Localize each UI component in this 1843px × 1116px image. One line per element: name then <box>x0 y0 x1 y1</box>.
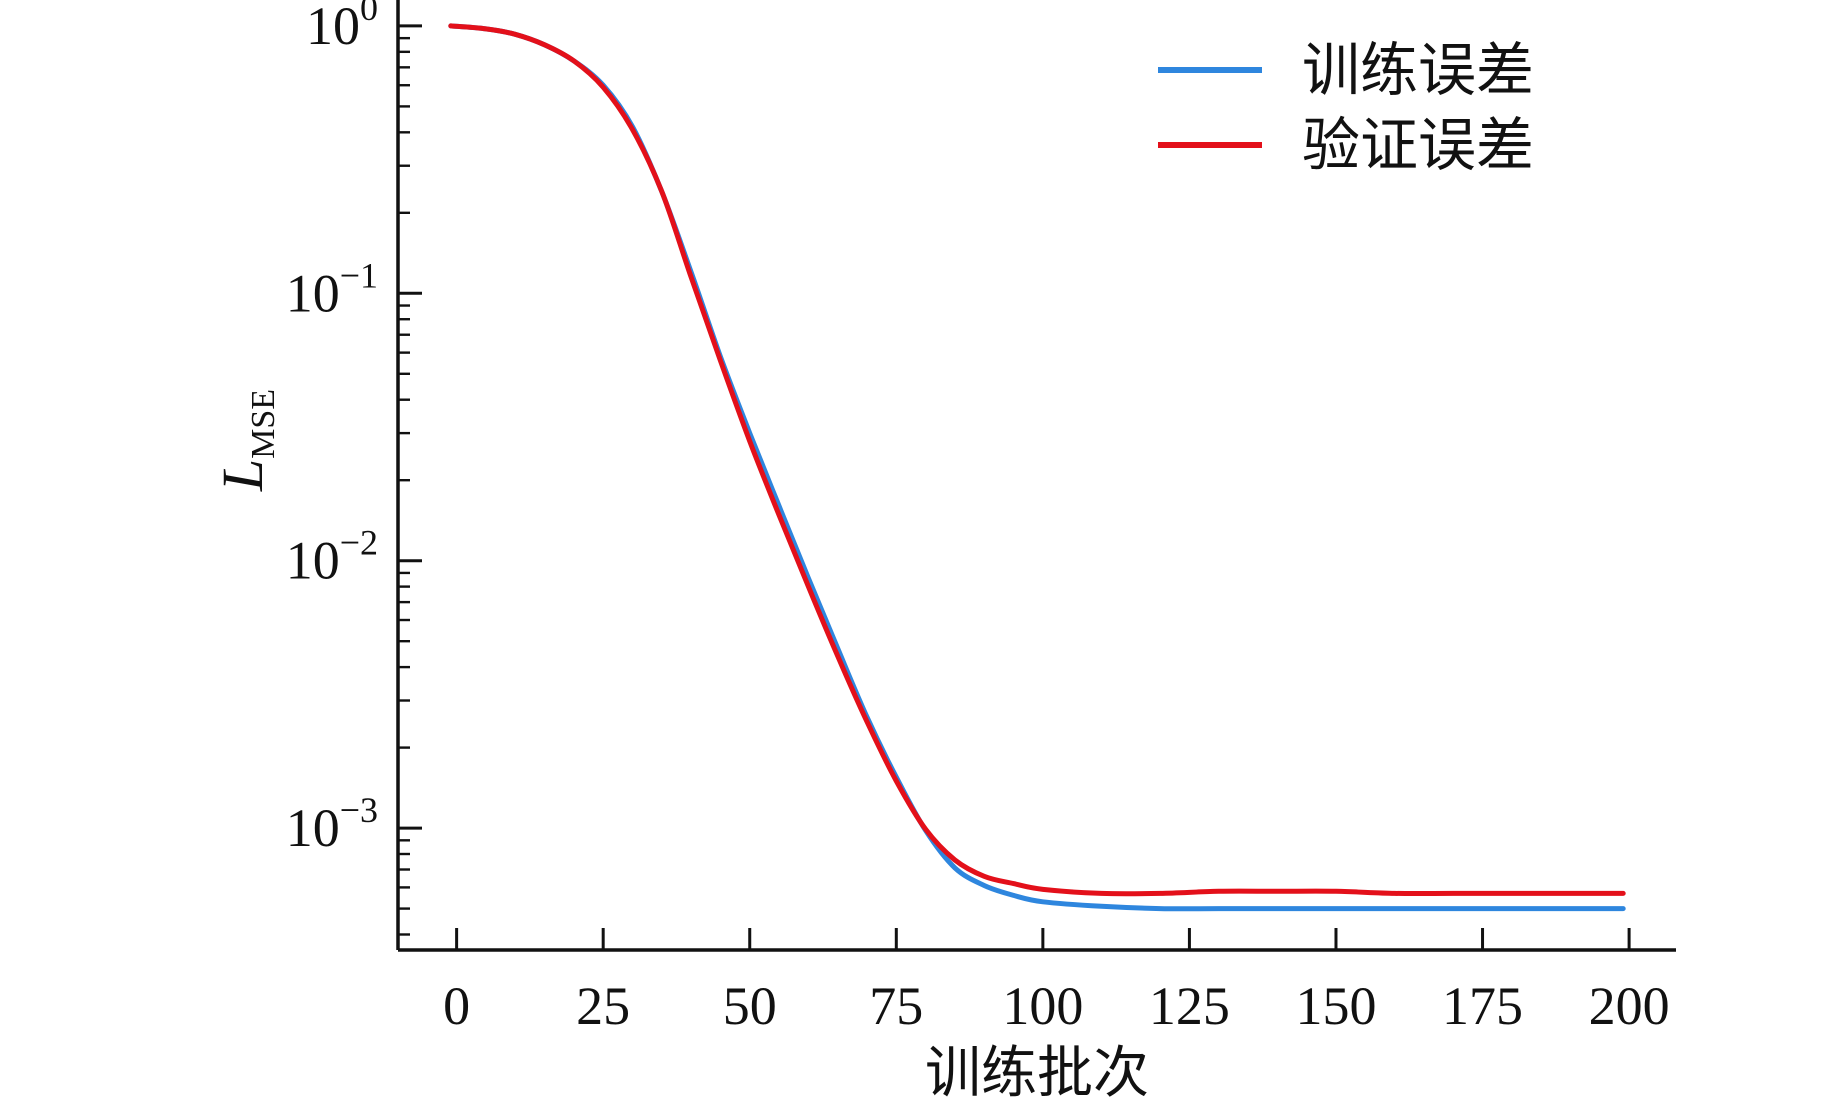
axis-labels: 训练批次 LMSE <box>210 389 1149 1105</box>
x-tick-label: 50 <box>723 976 777 1036</box>
y-tick-label: 100 <box>306 0 378 56</box>
y-axis-title: LMSE <box>210 389 282 492</box>
x-tick-label: 150 <box>1295 976 1376 1036</box>
y-tick-label: 10−2 <box>286 523 378 591</box>
ticks-layer: 0 25 50 75 100 125 150 175 200 100 10−1 10−2 10−3 <box>286 0 1670 1036</box>
y-tick-label: 10−3 <box>286 790 378 858</box>
y-tick-label: 10−1 <box>286 255 378 323</box>
axes-layer <box>396 0 1676 952</box>
x-tick-label: 0 <box>443 976 470 1036</box>
x-tick-label: 175 <box>1442 976 1523 1036</box>
x-tick-label: 125 <box>1149 976 1230 1036</box>
series-line-validation <box>448 23 1626 897</box>
x-tick-label: 75 <box>869 976 923 1036</box>
x-axis-title: 训练批次 <box>925 1043 1149 1105</box>
x-tick-label: 200 <box>1589 976 1670 1036</box>
legend-label: 训练误差 <box>1302 38 1534 103</box>
legend-label: 验证误差 <box>1302 113 1534 178</box>
series-layer <box>448 23 1626 912</box>
x-tick-label: 25 <box>576 976 630 1036</box>
x-tick-label: 100 <box>1002 976 1083 1036</box>
